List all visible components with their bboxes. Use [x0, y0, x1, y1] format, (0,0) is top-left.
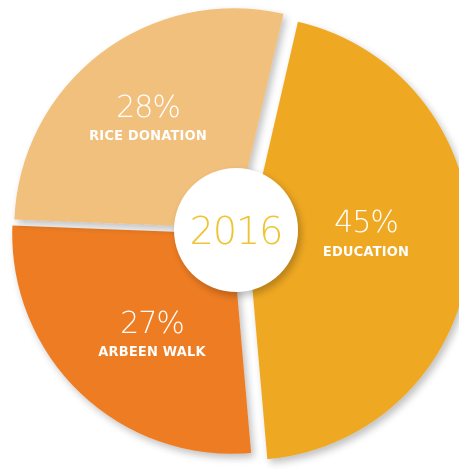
center-circle	[174, 168, 298, 292]
slice-category-label: RICE DONATION	[89, 129, 207, 144]
labels-layer: 45% EDUCATION 27% ARBEEN WALK 28% RICE DONATI…	[89, 90, 409, 360]
slice-percent-label: 28%	[116, 90, 180, 125]
pie-slice-education	[248, 21, 459, 460]
center-year-label: 2016	[190, 209, 283, 253]
slice-category-label: ARBEEN WALK	[98, 345, 206, 360]
slice-percent-label: 45%	[334, 205, 398, 240]
pie-slice-arbeen-walk	[12, 225, 252, 454]
slice-category-label: EDUCATION	[323, 245, 409, 260]
slice-percent-label: 27%	[120, 306, 184, 341]
